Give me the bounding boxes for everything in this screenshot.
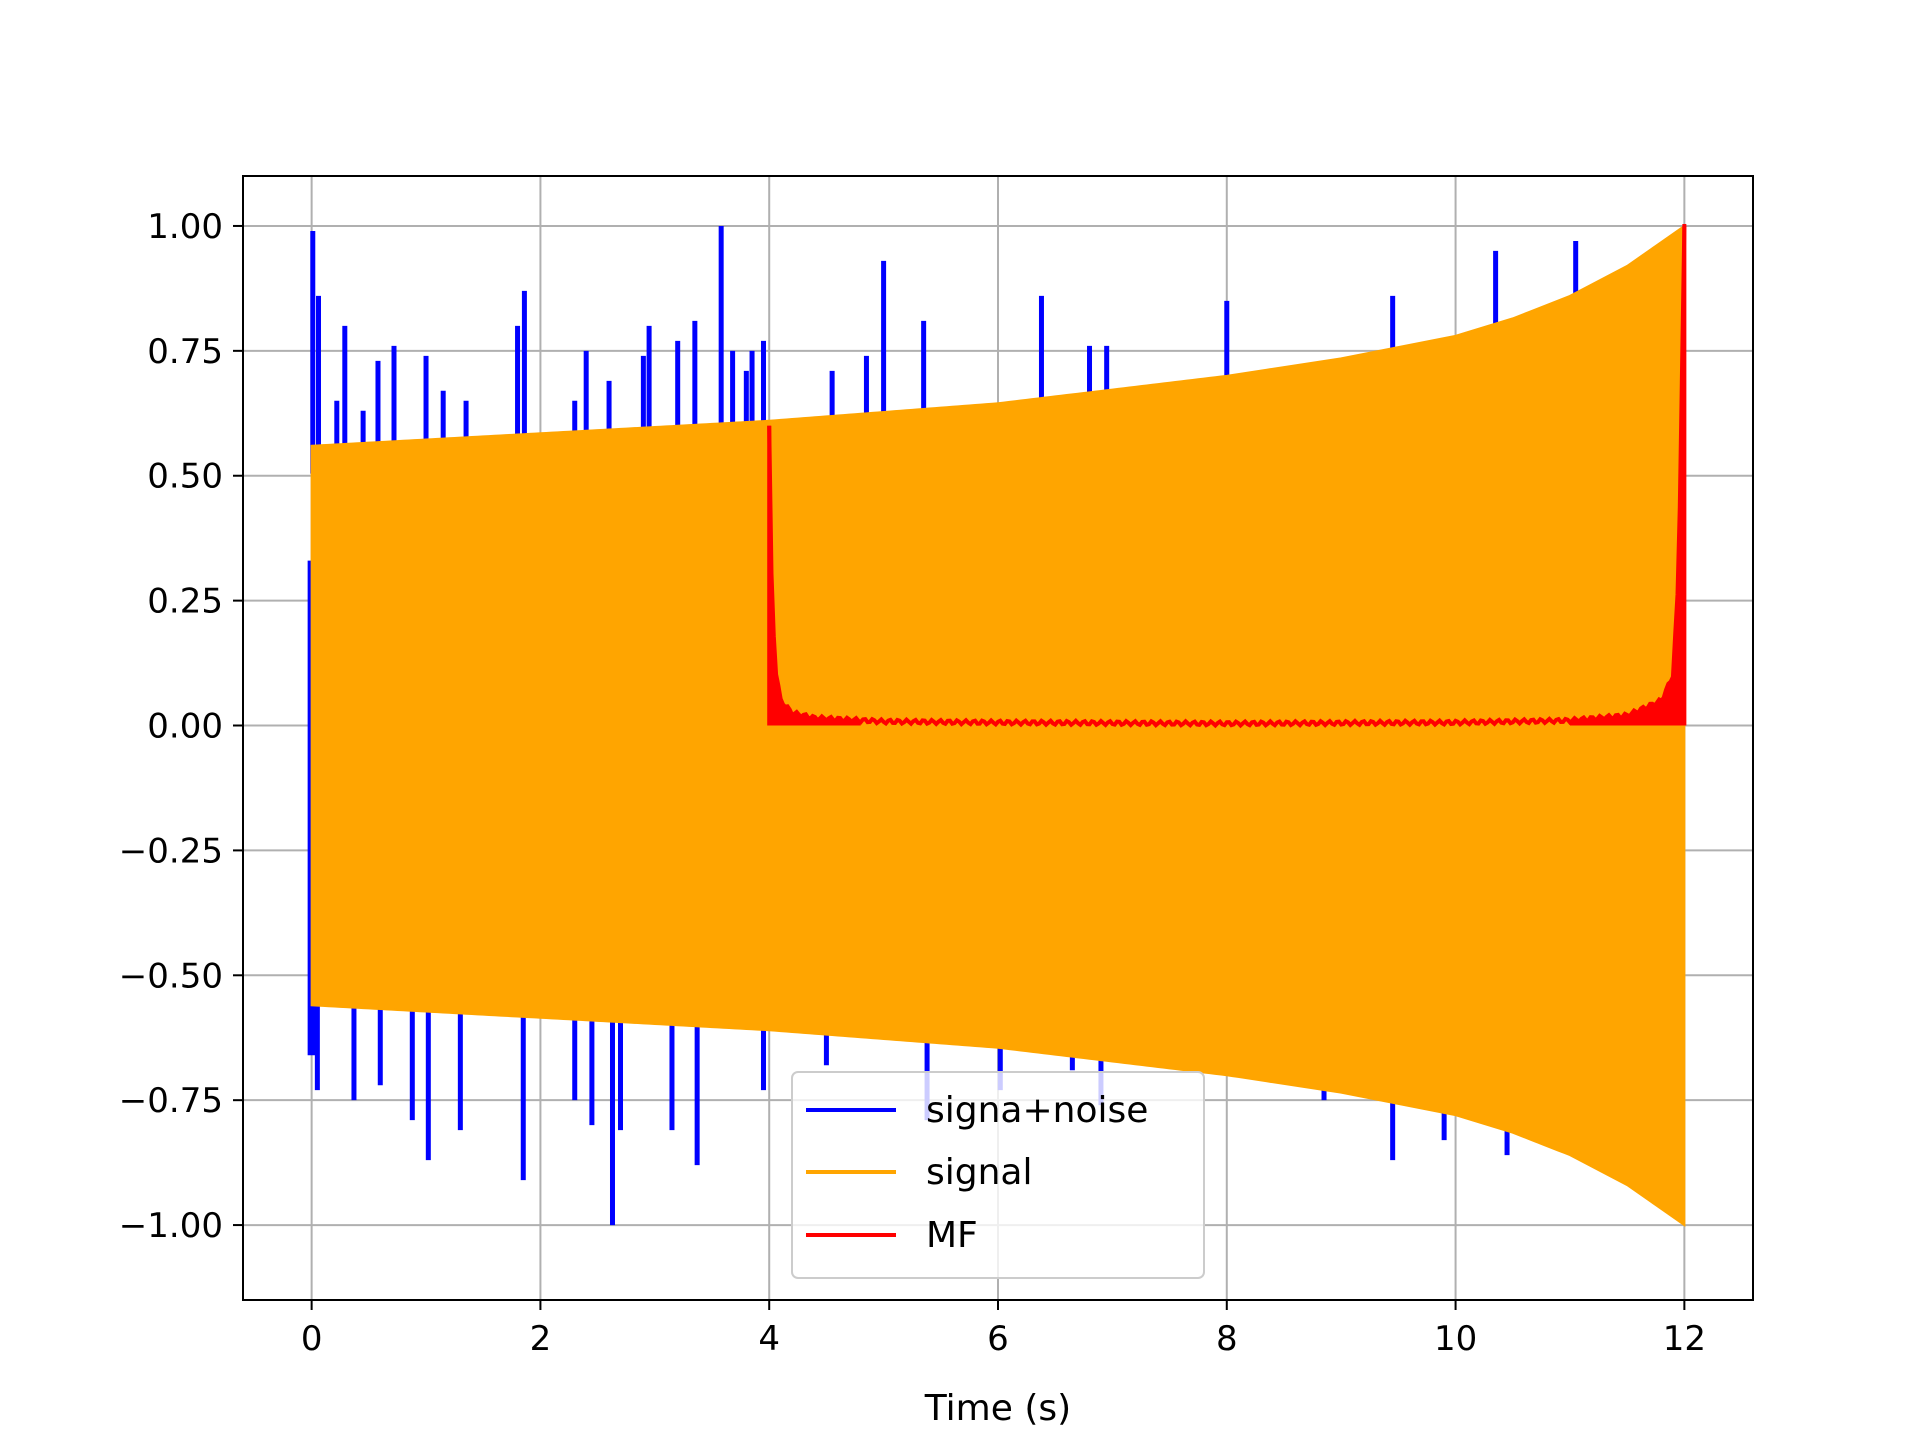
y-tick-label: 0.50 [147, 457, 223, 497]
legend-label-signal: signal [926, 1152, 1033, 1193]
y-tick-label: 0.75 [147, 332, 223, 372]
x-axis-label: Time (s) [924, 1388, 1071, 1429]
series-signal [310, 224, 1686, 1227]
legend-label-signa-noise: signa+noise [926, 1090, 1148, 1131]
y-tick-label: 0.25 [147, 582, 223, 622]
x-tick-label: 6 [987, 1319, 1009, 1359]
x-tick-label: 8 [1216, 1319, 1238, 1359]
legend-box [791, 1071, 1205, 1279]
y-tick-label: −1.00 [119, 1206, 223, 1246]
y-tick-label: 0.00 [147, 707, 223, 747]
series-mf [767, 223, 1687, 729]
y-tick-label: −0.75 [119, 1081, 223, 1121]
y-tick-label: −0.50 [119, 956, 223, 996]
x-tick-label: 12 [1663, 1319, 1706, 1359]
ticks: 0 2 4 6 8 10 12 1.00 0.75 0.50 0.25 0.00 −0.25 −0.50 −… [119, 207, 1706, 1359]
x-tick-label: 4 [758, 1319, 780, 1359]
x-tick-label: 0 [301, 1319, 323, 1359]
mf-line [767, 223, 1687, 729]
x-tick-label: 2 [530, 1319, 552, 1359]
series-layer [307, 223, 1687, 1227]
legend: signa+noise signal MF [791, 1071, 1205, 1279]
y-tick-label: −0.25 [119, 831, 223, 871]
x-tick-label: 10 [1434, 1319, 1477, 1359]
y-tick-label: 1.00 [147, 207, 223, 247]
legend-label-mf: MF [926, 1215, 978, 1256]
